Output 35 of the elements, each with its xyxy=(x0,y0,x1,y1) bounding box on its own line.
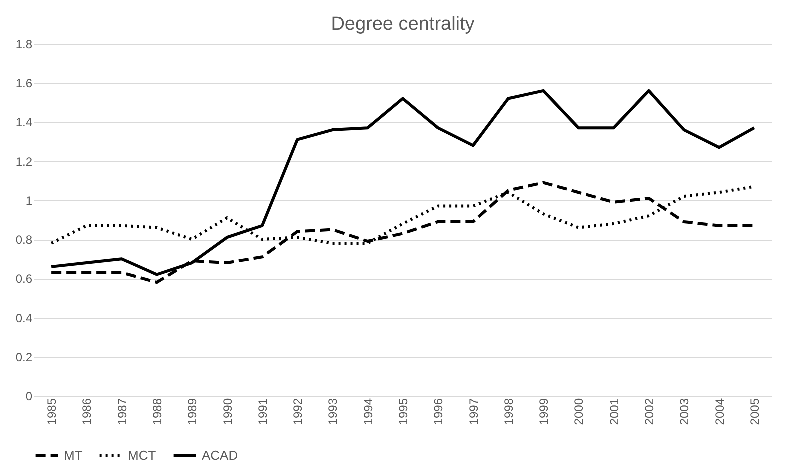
y-tick-label: 0.4 xyxy=(16,311,33,326)
legend-label: MT xyxy=(64,448,83,463)
x-tick-label: 2004 xyxy=(712,398,727,426)
y-tick-label: 1.6 xyxy=(16,76,33,91)
x-tick-label: 1996 xyxy=(432,398,446,426)
x-tick-label: 1997 xyxy=(466,398,481,426)
x-tick-label: 1999 xyxy=(537,398,552,426)
x-tick-label: 2002 xyxy=(642,398,656,426)
y-tick-label: 1.4 xyxy=(16,116,33,130)
chart-title: Degree centrality xyxy=(331,14,476,35)
x-tick-label: 1991 xyxy=(256,398,270,426)
x-tick-label: 2003 xyxy=(678,398,692,426)
x-tick-label: 1988 xyxy=(150,398,164,426)
y-tick-label: 1.8 xyxy=(16,38,33,52)
x-tick-label: 2000 xyxy=(572,398,586,426)
y-tick-label: 1.2 xyxy=(16,154,33,169)
legend-label: MCT xyxy=(128,448,156,463)
x-tick-label: 1987 xyxy=(115,398,130,426)
x-tick-label: 1989 xyxy=(186,398,200,426)
x-tick-label: 1998 xyxy=(502,398,516,426)
x-tick-label: 2005 xyxy=(748,398,762,426)
x-tick-label: 1986 xyxy=(80,398,94,426)
legend-label: ACAD xyxy=(202,448,238,463)
x-tick-label: 1993 xyxy=(326,398,340,426)
y-tick-label: 0.6 xyxy=(16,272,33,286)
y-tick-label: 0.2 xyxy=(16,350,33,364)
y-tick-label: 0.8 xyxy=(16,233,33,248)
x-tick-label: 1994 xyxy=(361,398,376,426)
x-tick-label: 1992 xyxy=(291,398,306,426)
x-tick-label: 1990 xyxy=(220,398,235,426)
y-tick-label: 1 xyxy=(26,194,33,208)
x-tick-label: 1995 xyxy=(396,398,410,426)
x-tick-label: 1985 xyxy=(45,398,60,426)
y-tick-label: 0 xyxy=(26,390,33,404)
x-tick-label: 2001 xyxy=(607,398,622,426)
